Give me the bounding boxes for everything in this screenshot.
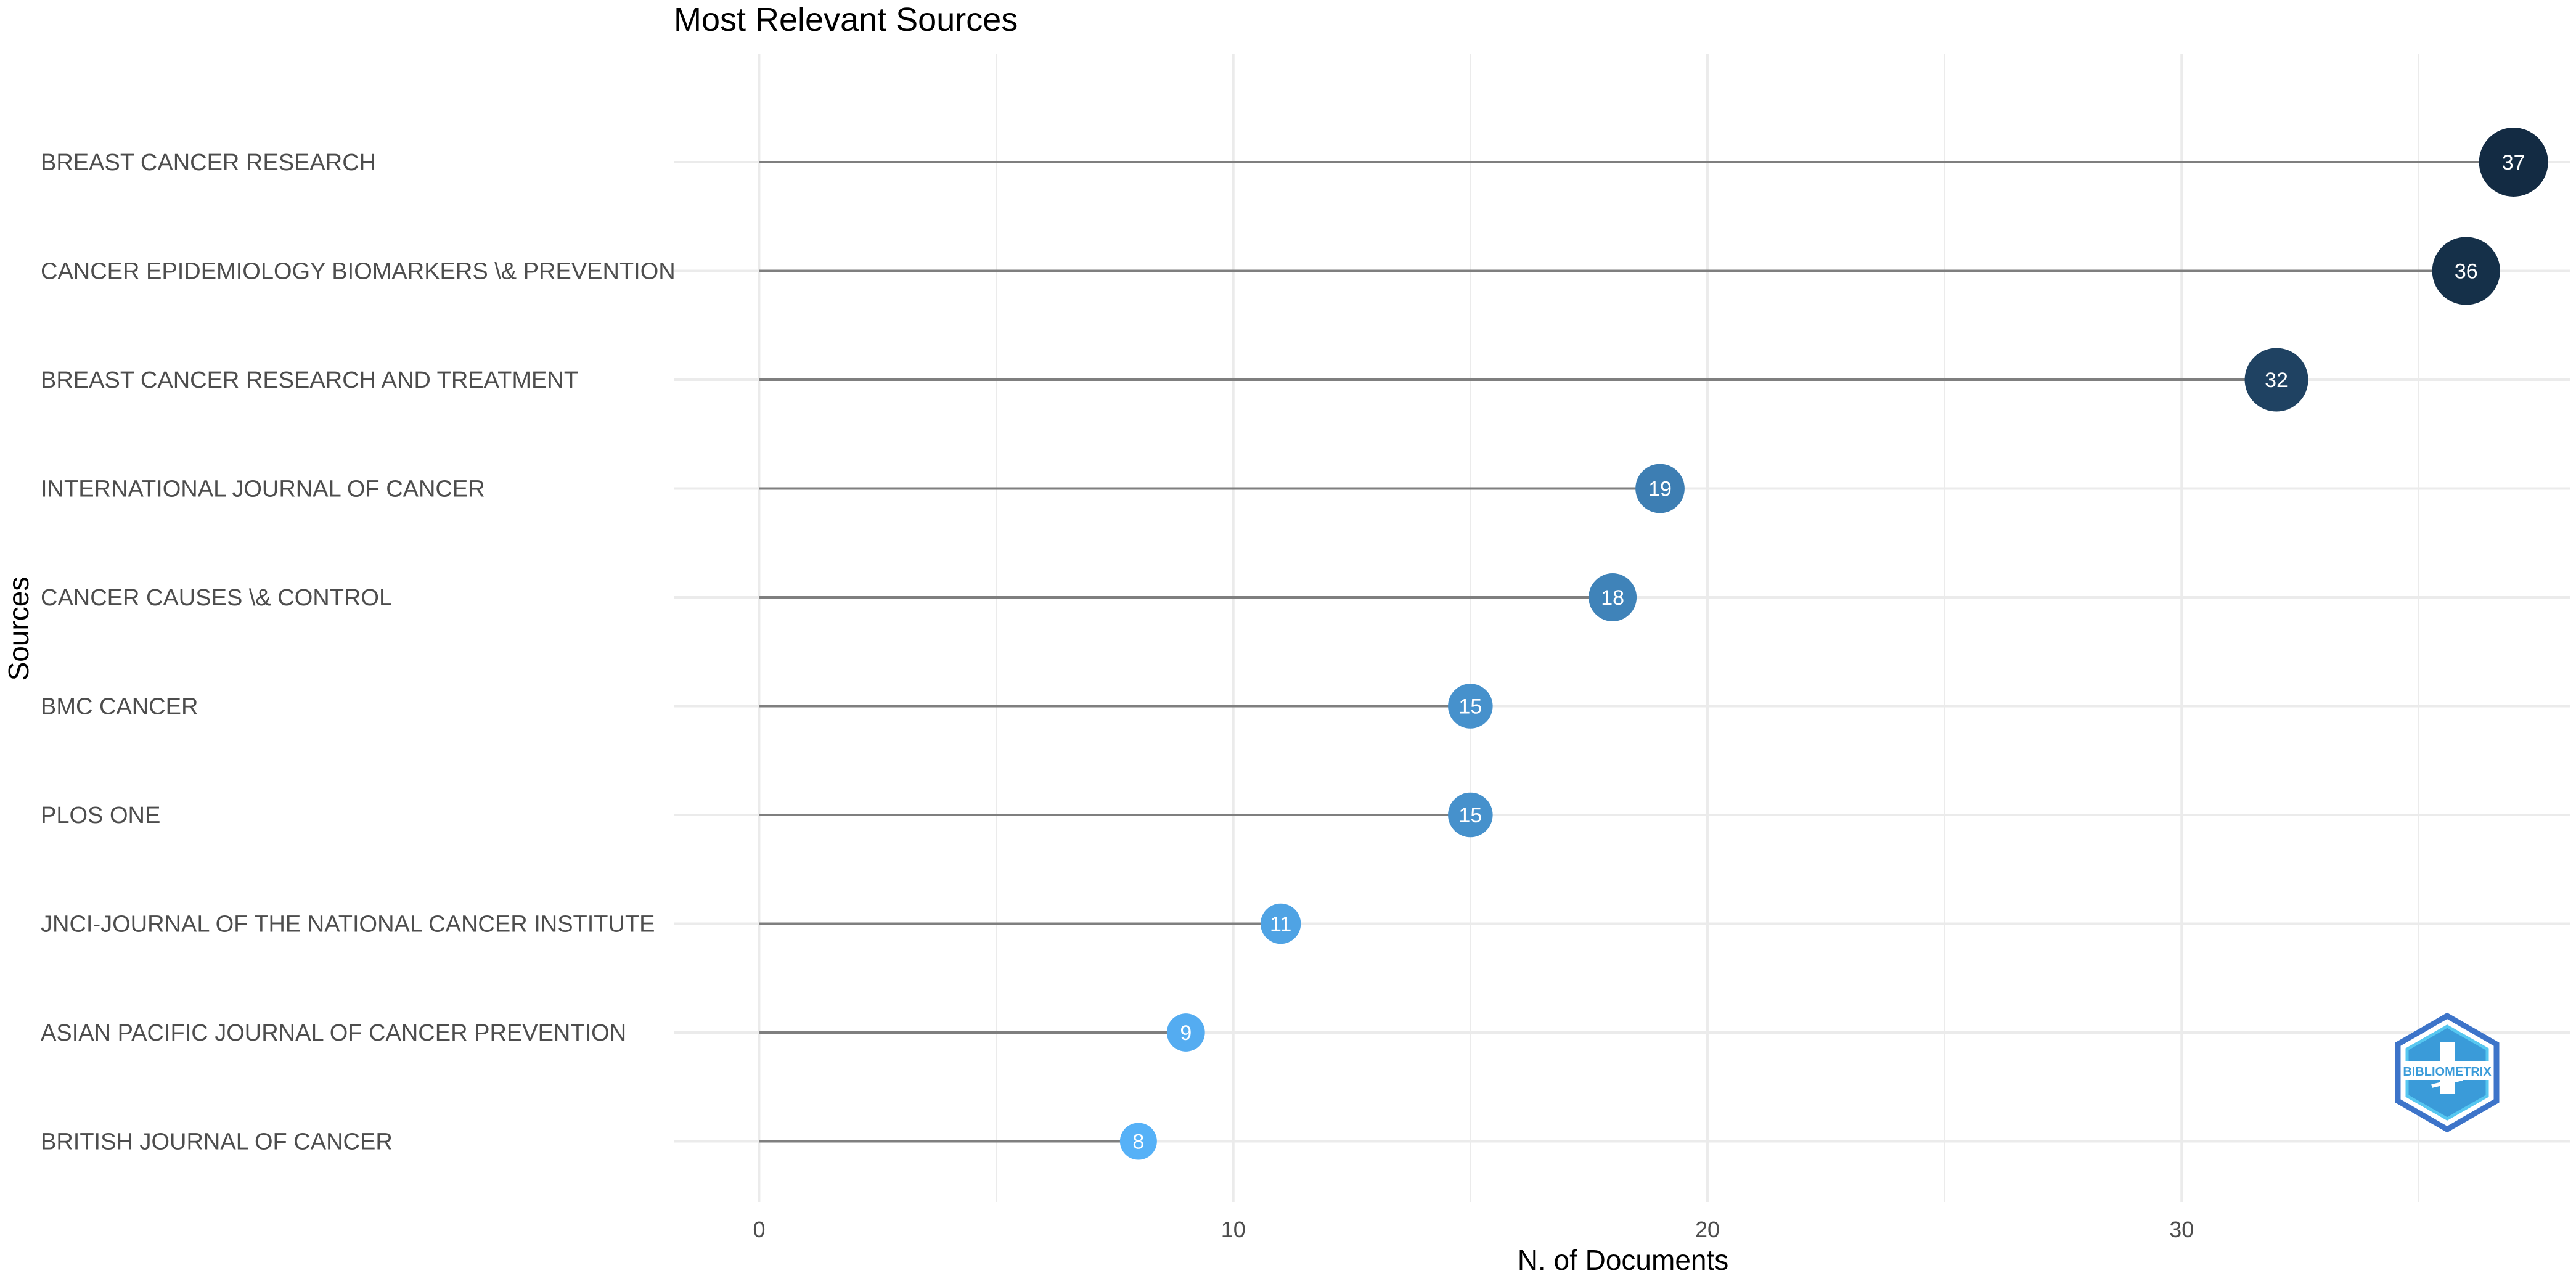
data-label: 9 xyxy=(1180,1021,1192,1045)
grid-lines xyxy=(674,54,2570,1202)
category-labels: BREAST CANCER RESEARCH CANCER EPIDEMIOLOG… xyxy=(41,150,676,1155)
category-label: INTERNATIONAL JOURNAL OF CANCER xyxy=(41,476,485,502)
data-point xyxy=(1448,684,1493,729)
logo-text: BIBLIOMETRIX xyxy=(2403,1065,2492,1079)
category-label: BREAST CANCER RESEARCH xyxy=(41,150,376,176)
category-label: CANCER CAUSES \& CONTROL xyxy=(41,585,392,611)
chart-title: Most Relevant Sources xyxy=(674,1,1018,38)
x-tick-label: 10 xyxy=(1221,1217,1246,1242)
x-tick-label: 20 xyxy=(1695,1217,1720,1242)
x-axis-title: N. of Documents xyxy=(1518,1244,1729,1276)
data-point xyxy=(1166,1013,1205,1052)
category-label: BMC CANCER xyxy=(41,694,198,720)
data-label: 15 xyxy=(1458,695,1482,719)
data-point xyxy=(2244,348,2308,412)
data-point xyxy=(1119,1123,1157,1160)
data-point xyxy=(2479,128,2548,197)
category-label: BREAST CANCER RESEARCH AND TREATMENT xyxy=(41,367,578,393)
y-axis-title: Sources xyxy=(2,577,35,681)
data-label: 19 xyxy=(1648,478,1672,501)
data-point xyxy=(1448,792,1493,838)
bibliometrix-logo: BIBLIOMETRIX xyxy=(2395,1012,2500,1133)
data-label: 32 xyxy=(2265,369,2288,392)
x-tick-label: 30 xyxy=(2169,1217,2194,1242)
category-label: JNCI-JOURNAL OF THE NATIONAL CANCER INST… xyxy=(41,912,655,938)
data-label: 15 xyxy=(1458,804,1482,827)
data-points: 37 36 32 19 18 15 15 11 9 8 xyxy=(1119,128,2548,1160)
x-tick-labels: 0 10 20 30 xyxy=(753,1217,2194,1242)
data-point xyxy=(1635,464,1685,513)
x-tick-label: 0 xyxy=(753,1217,765,1242)
data-label: 37 xyxy=(2502,151,2525,174)
category-label: PLOS ONE xyxy=(41,803,160,828)
data-label: 8 xyxy=(1132,1131,1144,1154)
category-label: CANCER EPIDEMIOLOGY BIOMARKERS \& PREVEN… xyxy=(41,259,676,285)
data-label: 18 xyxy=(1601,586,1624,610)
data-label: 11 xyxy=(1270,913,1291,936)
category-label: BRITISH JOURNAL OF CANCER xyxy=(41,1129,393,1155)
logo-banner-icon xyxy=(2403,1061,2492,1080)
stems xyxy=(759,161,2514,1143)
data-point xyxy=(1589,573,1637,621)
category-label: ASIAN PACIFIC JOURNAL OF CANCER PREVENTI… xyxy=(41,1020,626,1046)
data-point xyxy=(1260,903,1301,944)
data-point xyxy=(2432,237,2500,305)
data-label: 36 xyxy=(2455,260,2478,284)
